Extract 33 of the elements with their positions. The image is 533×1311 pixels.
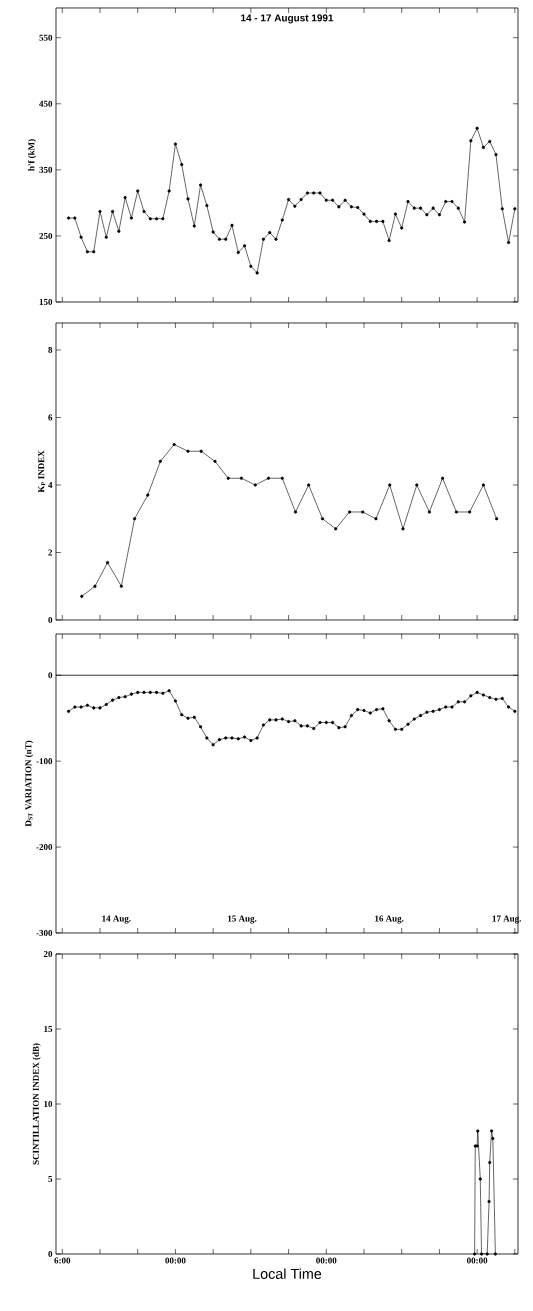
- y-tick-label: -300: [36, 929, 53, 937]
- x-tick-label: 00:00: [316, 1257, 337, 1264]
- y-tick-label: 6: [48, 414, 53, 421]
- y-tick-label: 15: [44, 1025, 53, 1032]
- y-tick-label: 8: [48, 346, 53, 354]
- text: 14 - 17 August 1991: [241, 14, 334, 24]
- x-tick-label: 16 Aug.: [375, 915, 404, 924]
- y-tick-label: 2: [48, 549, 53, 556]
- x-tick-label: 6:00: [54, 1257, 71, 1264]
- y-tick-label: 450: [39, 100, 53, 107]
- x-tick-label: 00:00: [467, 1257, 488, 1264]
- y-tick-label: 20: [43, 950, 53, 958]
- x-tick-label: 00:00: [165, 1257, 186, 1264]
- y-tick-label: 0: [48, 1250, 53, 1258]
- x-tick-label: 15 Aug.: [228, 915, 257, 924]
- y-axis-title: K$_{P}$ INDEX: [38, 450, 46, 493]
- y-tick-label: 550: [39, 34, 53, 41]
- y-tick-label: 0: [48, 672, 53, 679]
- y-axis-title: D$_{ST}$ VARIATION (nT): [25, 740, 34, 827]
- y-tick-label: -100: [36, 758, 53, 765]
- y-tick-label: 10: [44, 1100, 53, 1108]
- y-tick-label: 150: [39, 298, 53, 306]
- x-axis-title: Local Time: [253, 1268, 322, 1279]
- y-tick-label: 4: [48, 482, 53, 488]
- y-tick-label: 250: [39, 232, 53, 239]
- y-tick-label: 5: [48, 1176, 53, 1182]
- y-tick-label: 350: [39, 166, 53, 173]
- y-axis-title: SCINTILLATION INDEX (dB): [32, 1043, 41, 1165]
- x-tick-label: 17 Aug.: [492, 915, 521, 924]
- y-axis-title: h'f (kM): [27, 139, 37, 171]
- x-tick-label: 14 Aug.: [102, 915, 131, 924]
- y-tick-label: 0: [48, 616, 53, 624]
- y-tick-label: -200: [36, 844, 53, 851]
